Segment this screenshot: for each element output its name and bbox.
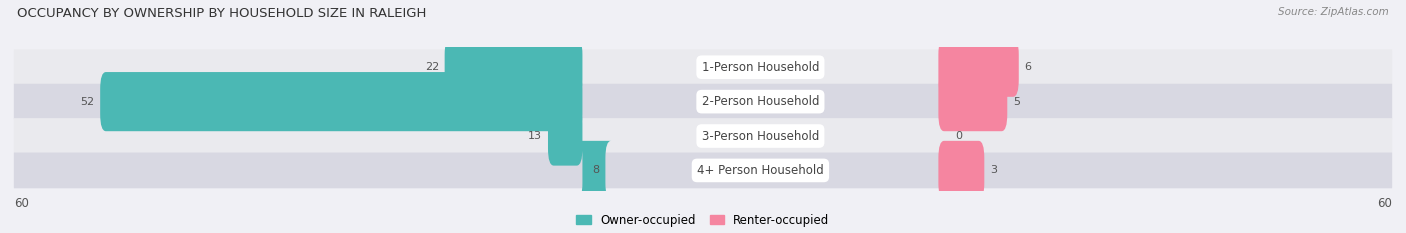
FancyBboxPatch shape — [14, 84, 1392, 120]
Text: 6: 6 — [1025, 62, 1032, 72]
Text: Source: ZipAtlas.com: Source: ZipAtlas.com — [1278, 7, 1389, 17]
FancyBboxPatch shape — [444, 38, 582, 97]
Legend: Owner-occupied, Renter-occupied: Owner-occupied, Renter-occupied — [572, 209, 834, 231]
Text: 1-Person Household: 1-Person Household — [702, 61, 820, 74]
FancyBboxPatch shape — [576, 141, 612, 200]
Text: 52: 52 — [80, 97, 94, 107]
Text: OCCUPANCY BY OWNERSHIP BY HOUSEHOLD SIZE IN RALEIGH: OCCUPANCY BY OWNERSHIP BY HOUSEHOLD SIZE… — [17, 7, 426, 20]
Text: 0: 0 — [956, 131, 963, 141]
FancyBboxPatch shape — [14, 49, 1392, 85]
FancyBboxPatch shape — [938, 38, 1019, 97]
Text: 4+ Person Household: 4+ Person Household — [697, 164, 824, 177]
Text: 3-Person Household: 3-Person Household — [702, 130, 820, 143]
Text: 60: 60 — [14, 197, 30, 210]
Text: 5: 5 — [1012, 97, 1019, 107]
FancyBboxPatch shape — [548, 106, 582, 166]
FancyBboxPatch shape — [14, 153, 1392, 188]
FancyBboxPatch shape — [100, 72, 582, 131]
Text: 2-Person Household: 2-Person Household — [702, 95, 820, 108]
Text: 8: 8 — [592, 165, 599, 175]
FancyBboxPatch shape — [14, 118, 1392, 154]
Text: 60: 60 — [1376, 197, 1392, 210]
Text: 3: 3 — [990, 165, 997, 175]
FancyBboxPatch shape — [938, 72, 1007, 131]
Text: 22: 22 — [425, 62, 439, 72]
FancyBboxPatch shape — [938, 141, 984, 200]
Text: 13: 13 — [529, 131, 543, 141]
